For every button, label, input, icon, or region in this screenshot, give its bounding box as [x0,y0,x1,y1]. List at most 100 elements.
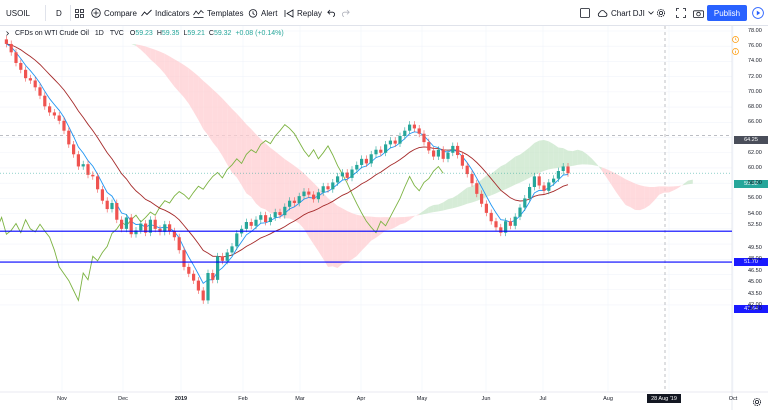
candle-body [326,186,330,190]
price-tick: 72.00 [748,73,762,80]
crosshair-price-badge: 64.25 [734,136,768,144]
symbol-label: USOIL [6,8,31,18]
cloud-segment [414,213,420,217]
candle-body [336,176,340,183]
legend-open-label: O [129,30,136,37]
candle-body [542,185,546,191]
candle-body [96,176,100,190]
alert-button[interactable]: Alert [248,0,277,26]
cloud-segment [385,217,391,231]
legend-interval: 1D [94,30,104,37]
clock-icon [732,36,739,43]
toolbar-divider [45,5,46,21]
time-tick: Oct [728,396,738,402]
clock-alert-marker[interactable] [732,30,739,48]
price-tick: 74.00 [748,58,762,65]
cloud-segment [328,198,333,267]
info-marker[interactable] [732,42,739,60]
cloud-segment [323,192,328,267]
candle-body [57,115,61,121]
indicators-label: Indicators [155,8,190,18]
cloud-segment [179,62,184,98]
cloud-segment [592,158,597,166]
candle-body [393,140,397,144]
play-button[interactable] [751,5,765,21]
cloud-segment [371,216,376,241]
cloud-segment [337,205,343,269]
fullscreen-toggle[interactable] [580,0,590,26]
fullscreen-checkbox-icon [580,8,590,18]
compare-button[interactable]: Compare [91,0,137,26]
cloud-segment [673,185,679,191]
time-tick: Mar [295,396,305,402]
indicators-button[interactable]: Indicators [141,0,190,26]
interval-button[interactable]: D [56,0,62,26]
candle-body [417,128,421,134]
candle-body [81,164,85,167]
price-tick: 70.00 [748,88,762,95]
line2-price: 47.64 [744,306,758,312]
cloud-segment [232,108,237,178]
legend-high: 59.35 [161,30,180,37]
candle-body [436,149,440,157]
collapse-icon[interactable] [6,31,11,36]
candle-body [216,256,220,280]
snapshot-button[interactable] [693,0,704,26]
cloud-segment [280,155,285,219]
candle-body [494,221,498,228]
candle-body [556,171,560,179]
candle-body [403,130,407,137]
cloud-segment [318,187,324,259]
legend-close: 59.32 [213,30,232,37]
candle-body [360,158,364,165]
price-tick: 78.00 [748,28,762,34]
grid-layout-button[interactable] [75,0,84,26]
price-chart[interactable] [0,26,768,410]
cloud-segment [160,51,165,74]
cloud-segment [500,164,506,192]
expand-button[interactable] [676,0,686,26]
candle-body [278,212,282,216]
candle-body [489,212,493,222]
legend-title: CFDs on WTI Crude Oil [15,30,89,37]
cloud-segment [332,202,338,269]
candle-body [187,266,191,274]
cloud-segment [457,191,463,207]
candle-body [163,224,167,232]
cloud-segment [342,208,348,264]
symbol-search[interactable]: USOIL [6,0,30,26]
cloud-segment [640,185,645,211]
candle-body [283,206,287,216]
cloud-segment [294,165,300,224]
replay-button[interactable]: Replay [284,0,322,26]
replay-label: Replay [297,8,322,18]
time-tick: Feb [238,396,248,402]
undo-button[interactable] [327,0,336,26]
candle-body [153,219,157,229]
candle-body [312,194,316,200]
candles [0,35,732,304]
templates-button[interactable]: Templates [193,0,243,26]
cloud-segment [548,141,554,170]
candle-body [206,272,210,301]
cloud-segment [683,180,688,186]
templates-icon [193,9,204,18]
layout-menu-button[interactable]: Chart DJI [597,0,654,26]
candle-body [273,212,277,218]
candle-body [561,166,565,172]
redo-button[interactable] [341,0,350,26]
indicators-icon [141,9,152,16]
price-tick: 54.00 [748,210,762,217]
candle-body [427,142,431,151]
axis-settings-button[interactable] [752,394,762,412]
alert-label: Alert [261,8,278,18]
cloud-segment [654,186,660,201]
cloud-segment [539,140,544,173]
gear-icon [752,397,762,407]
settings-button[interactable] [656,0,666,26]
publish-button[interactable]: Publish [707,5,747,21]
candle-body [475,183,479,194]
compare-label: Compare [104,8,137,18]
cloud-segment [251,129,256,204]
cloud-segment [203,80,208,136]
